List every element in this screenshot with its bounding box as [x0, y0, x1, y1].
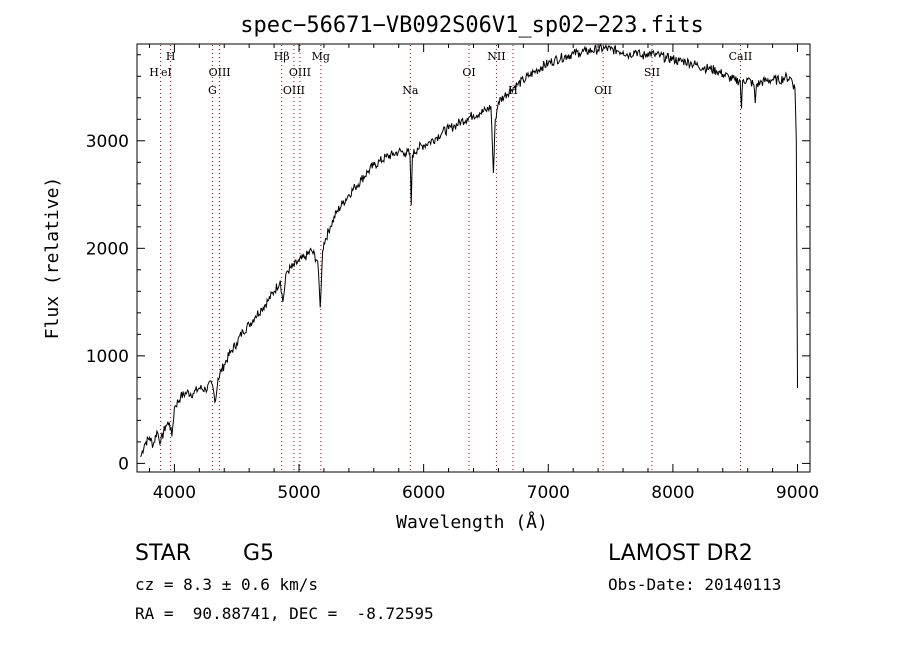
line-marker-label-10: NII: [487, 50, 505, 63]
y-axis-label: Flux (relative): [42, 177, 63, 340]
line-marker-label-0: H eI: [149, 66, 172, 79]
x-tick-label-5: 9000: [776, 483, 819, 503]
x-axis-label: Wavelength (Å): [396, 511, 548, 533]
y-tick-label-0: 0: [118, 454, 129, 474]
x-tick-label-3: 7000: [527, 483, 570, 503]
line-marker-label-8: Na: [402, 84, 419, 97]
line-marker-label-9: OI: [462, 66, 475, 79]
plot-frame: [136, 43, 811, 473]
object-class: STAR: [135, 541, 192, 566]
line-marker-label-13: SII: [644, 66, 660, 79]
axis-ticks: 4000 5000 6000 7000 8000 9000 0 1000 2000 3000: [86, 44, 819, 503]
object-subclass: G5: [243, 541, 275, 566]
line-marker-label-6: OIII: [283, 84, 305, 97]
spectrum-line: [140, 43, 798, 458]
chart-title: spec−56671−VB092S06V1_sp02−223.fits: [240, 13, 704, 38]
line-marker-label-1: H: [166, 50, 176, 63]
line-marker-label-3: G: [208, 84, 217, 97]
x-tick-label-0: 4000: [153, 483, 196, 503]
y-tick-label-3: 3000: [86, 132, 129, 152]
line-marker-label-12: OII: [594, 84, 612, 97]
line-marker-label-5: OIII: [289, 66, 311, 79]
y-tick-label-1: 1000: [86, 347, 129, 367]
line-marker-label-4: Hβ: [274, 50, 290, 63]
x-tick-label-1: 5000: [277, 483, 320, 503]
redshift-line: cz = 8.3 ± 0.6 km/s: [135, 575, 319, 594]
coordinates: RA = 90.88741, DEC = -8.72595: [135, 604, 434, 623]
survey-name: LAMOST DR2: [608, 541, 753, 566]
line-marker-label-2: OIII: [209, 66, 231, 79]
x-tick-label-4: 8000: [651, 483, 694, 503]
y-tick-label-2: 2000: [86, 239, 129, 259]
line-marker-label-7: Mg: [312, 50, 330, 63]
obs-date: Obs-Date: 20140113: [608, 575, 782, 594]
x-tick-label-2: 6000: [402, 483, 445, 503]
line-marker-label-14: CaII: [729, 50, 753, 63]
